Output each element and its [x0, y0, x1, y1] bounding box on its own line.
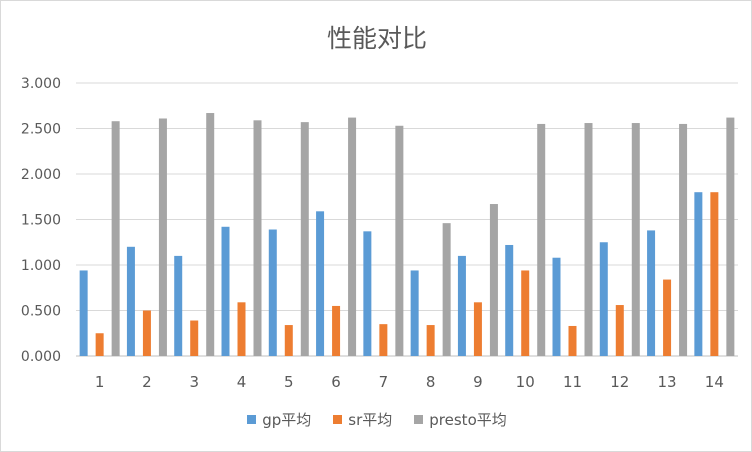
x-tick-label: 7 [379, 373, 389, 391]
bar-presto平均 [679, 123, 688, 356]
bar-presto平均 [111, 121, 120, 356]
bar-sr平均 [521, 270, 530, 356]
x-tick-label: 6 [331, 373, 341, 391]
legend-swatch [333, 415, 343, 424]
bar-gp平均 [505, 244, 514, 356]
bar-gp平均 [410, 270, 419, 356]
bar-gp平均 [268, 229, 277, 356]
x-tick-label: 4 [237, 373, 247, 391]
y-tick-label: 0.000 [21, 349, 61, 365]
bar-gp平均 [694, 192, 703, 356]
bar-sr平均 [615, 305, 624, 356]
legend-item: gp平均 [247, 409, 311, 430]
y-tick-label: 2.500 [21, 122, 61, 138]
x-tick-label: 5 [284, 373, 294, 391]
y-tick-label: 2.000 [21, 167, 61, 183]
legend-label: gp平均 [262, 411, 312, 429]
bar-sr平均 [95, 333, 104, 356]
y-tick-label: 1.500 [21, 213, 61, 229]
bar-presto平均 [726, 117, 735, 356]
bar-sr平均 [142, 310, 151, 356]
bar-gp平均 [79, 270, 88, 356]
bar-gp平均 [457, 255, 466, 356]
bar-sr平均 [663, 279, 672, 356]
bar-presto平均 [348, 117, 357, 356]
legend: gp平均 sr平均 presto平均 [1, 409, 751, 430]
legend-item: presto平均 [414, 409, 507, 430]
bar-gp平均 [126, 246, 135, 356]
x-tick-label: 13 [658, 373, 677, 391]
bar-gp平均 [552, 257, 561, 356]
bar-presto平均 [631, 123, 640, 356]
bar-gp平均 [316, 211, 325, 356]
bar-presto平均 [442, 223, 451, 356]
legend-label: presto平均 [429, 411, 507, 429]
legend-swatch [414, 415, 424, 424]
bar-gp平均 [647, 230, 656, 356]
y-tick-label: 3.000 [21, 76, 61, 92]
x-tick-label: 14 [705, 373, 724, 391]
bar-sr平均 [710, 192, 719, 356]
x-tick-label: 12 [610, 373, 629, 391]
y-tick-label: 1.000 [21, 258, 61, 274]
bar-sr平均 [284, 325, 293, 356]
x-tick-label: 1 [95, 373, 105, 391]
bar-sr平均 [379, 324, 388, 356]
bar-gp平均 [174, 255, 183, 356]
bar-gp平均 [363, 231, 372, 356]
bar-presto平均 [537, 123, 546, 356]
x-tick-label: 10 [516, 373, 535, 391]
bar-sr平均 [568, 325, 577, 356]
x-tick-label: 8 [426, 373, 436, 391]
x-tick-label: 2 [142, 373, 152, 391]
bar-sr平均 [237, 302, 246, 356]
x-tick-label: 11 [563, 373, 582, 391]
chart-title: 性能对比 [326, 24, 427, 53]
bar-presto平均 [300, 122, 309, 356]
bar-sr平均 [190, 320, 199, 356]
bar-gp平均 [221, 226, 230, 356]
legend-swatch [247, 415, 257, 424]
y-tick-label: 0.500 [21, 304, 61, 320]
bar-presto平均 [395, 125, 404, 357]
bar-sr平均 [473, 302, 482, 356]
x-tick-label: 3 [189, 373, 199, 391]
bar-presto平均 [206, 113, 215, 356]
bar-presto平均 [158, 118, 167, 357]
bar-presto平均 [584, 123, 593, 356]
bar-sr平均 [332, 305, 341, 356]
bar-presto平均 [253, 120, 262, 356]
legend-label: sr平均 [348, 411, 393, 429]
legend-item: sr平均 [333, 409, 392, 430]
bar-gp平均 [599, 242, 608, 356]
x-tick-label: 9 [473, 373, 483, 391]
bar-presto平均 [489, 204, 498, 356]
bar-sr平均 [426, 325, 435, 356]
